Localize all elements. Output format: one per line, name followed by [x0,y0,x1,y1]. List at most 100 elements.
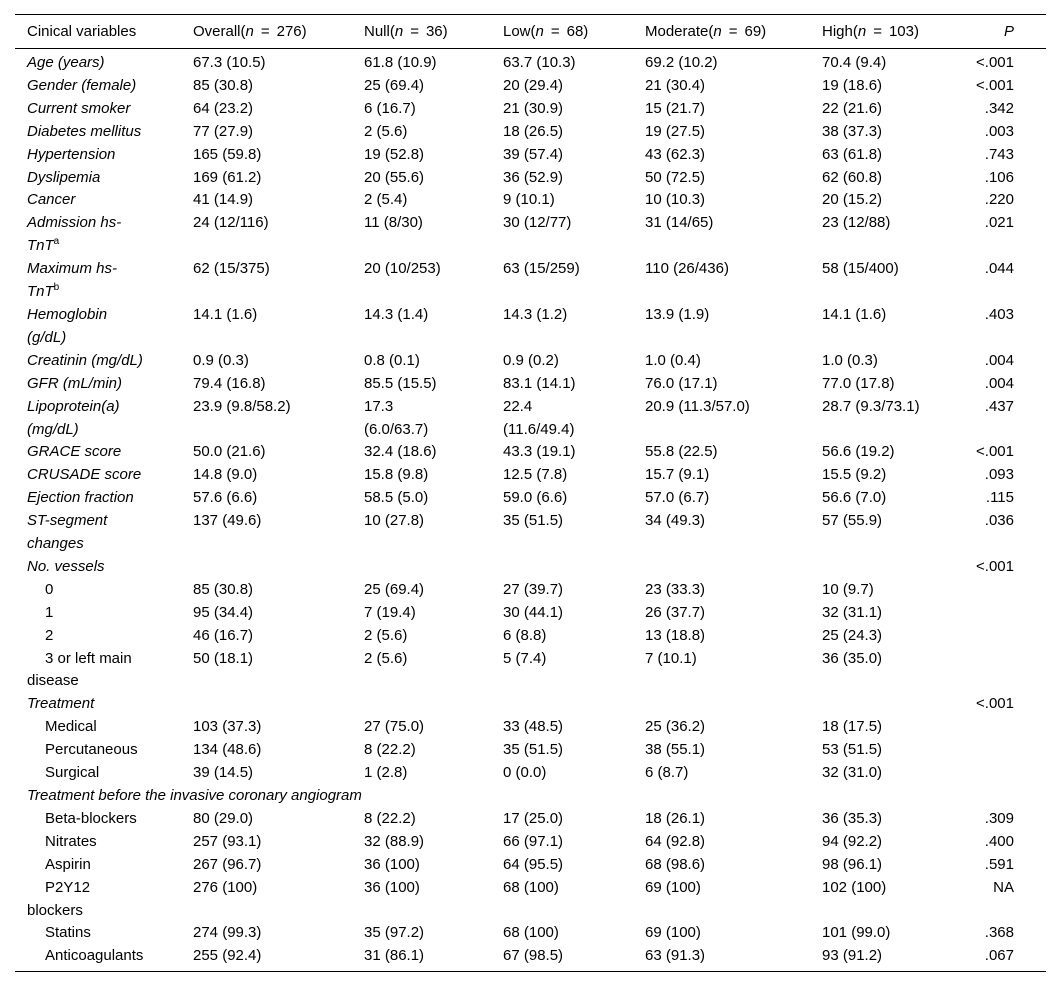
cell-high: 102 (100) [822,878,887,896]
cell-moderate: 19 (27.5) [645,122,706,140]
cell-null: 6 (16.7) [364,99,416,117]
row-label: Maximum hs- TnTb [27,260,118,301]
table-row: Surgical 39 (14.5) 1 (2.8) 0 (0.0) 6 (8.7) 32… [15,762,1046,785]
cell-overall: 62 (15/375) [193,260,270,278]
cell-null: 1 (2.8) [364,764,408,782]
row-label: Percutaneous [45,741,138,759]
cell-high: 1.0 (0.3) [822,351,878,369]
cell-p-value: <.001 [976,54,1014,71]
cell-overall: 39 (14.5) [193,764,254,782]
table-row: No. vessels <.001 [15,556,1046,579]
cell-null: 17.3 (6.0/63.7) [364,397,429,438]
cell-low: 35 (51.5) [503,741,564,759]
row-label: Age (years) [27,54,105,71]
cell-p-value: NA [993,878,1014,896]
cell-overall: 85 (30.8) [193,76,254,94]
cell-p-value: .342 [984,99,1014,117]
table-row: Beta-blockers 80 (29.0) 8 (22.2) 17 (25.0) 1… [15,808,1046,831]
cell-high: 63 (61.8) [822,145,883,163]
cell-low: 5 (7.4) [503,649,547,667]
cell-moderate: 25 (36.2) [645,718,706,736]
cell-p-value: <.001 [976,76,1014,94]
footnote-marker: a [53,236,60,248]
cell-moderate: 15.7 (9.1) [645,466,710,484]
cell-overall: 257 (93.1) [193,832,262,850]
cell-null: 11 (8/30) [364,214,423,232]
cell-null: 0.8 (0.1) [364,351,420,369]
table-row: Current smoker 64 (23.2) 6 (16.7) 21 (30.9)… [15,98,1046,121]
row-label: Current smoker [27,99,131,117]
cell-moderate: 10 (10.3) [645,191,706,209]
cell-overall: 77 (27.9) [193,122,254,140]
row-label: Admission hs- TnTa [27,214,122,255]
cell-p-value: .021 [984,214,1014,232]
cell-moderate: 13 (18.8) [645,626,706,644]
row-label: Creatinin (mg/dL) [27,351,143,369]
cell-low: 83.1 (14.1) [503,374,576,392]
cell-null: 2 (5.6) [364,626,408,644]
cell-low [503,556,645,579]
row-label: Anticoagulants [45,947,144,965]
cell-moderate: 57.0 (6.7) [645,489,710,507]
cell-null: 7 (19.4) [364,603,416,621]
table-row: Medical 103 (37.3) 27 (75.0) 33 (48.5) 25 (3… [15,716,1046,739]
cell-p-value [974,602,1046,625]
cell-high: 53 (51.5) [822,741,883,759]
cell-null [364,693,503,716]
cell-high: 36 (35.0) [822,649,883,667]
table-row: Nitrates 257 (93.1) 32 (88.9) 66 (97.1) 64 (… [15,831,1046,854]
col-header-moderate: Moderate(n = 69) [645,14,822,49]
cell-high [822,693,974,716]
row-label: Gender (female) [27,76,137,94]
cell-p-value: .437 [984,397,1014,415]
cell-null: 85.5 (15.5) [364,374,437,392]
row-label: Treatment before the invasive coronary a… [27,787,362,804]
cell-overall: 41 (14.9) [193,191,254,209]
cell-overall: 80 (29.0) [193,809,254,827]
cell-moderate: 50 (72.5) [645,168,706,186]
cell-null: 10 (27.8) [364,512,425,530]
table-row: CRUSADE score 14.8 (9.0) 15.8 (9.8) 12.5 (7… [15,464,1046,487]
cell-moderate: 31 (14/65) [645,214,714,232]
row-label: 3 or left main disease [27,649,132,690]
cell-p-value [974,762,1046,785]
cell-low: 39 (57.4) [503,145,564,163]
cell-p-value: .115 [985,489,1014,507]
clinical-variables-table: Cinical variables Overall(n = 276) Null(n = 36… [15,14,1046,973]
cell-low: 0 (0.0) [503,764,547,782]
cell-overall [193,693,364,716]
table-row: Treatment before the invasive coronary a… [15,785,1046,808]
row-label: GRACE score [27,443,122,461]
cell-null: 32.4 (18.6) [364,443,437,461]
cell-null: 2 (5.6) [364,649,408,667]
cell-low: 14.3 (1.2) [503,305,568,323]
cell-overall: 103 (37.3) [193,718,262,736]
cell-low: 35 (51.5) [503,512,564,530]
cell-overall: 46 (16.7) [193,626,254,644]
table-row: Hypertension 165 (59.8) 19 (52.8) 39 (57.4)… [15,144,1046,167]
table-header: Cinical variables Overall(n = 276) Null(n = 36… [15,14,1046,49]
cell-moderate: 7 (10.1) [645,649,697,667]
cell-moderate: 68 (98.6) [645,855,706,873]
table-row: Maximum hs- TnTb 62 (15/375) 20 (10/253) 63… [15,258,1046,304]
table-row: Age (years) 67.3 (10.5) 61.8 (10.9) 63.7 (1… [15,49,1046,75]
cell-high: 62 (60.8) [822,168,883,186]
cell-low: 68 (100) [503,878,559,896]
cell-low: 36 (52.9) [503,168,564,186]
table-row: 2 46 (16.7) 2 (5.6) 6 (8.8) 13 (18.8) 25 (24.… [15,625,1046,648]
table-row: GRACE score 50.0 (21.6) 32.4 (18.6) 43.3 (1… [15,441,1046,464]
cell-low: 20 (29.4) [503,76,564,94]
cell-overall: 274 (99.3) [193,924,262,942]
col-header-low: Low(n = 68) [503,14,645,49]
row-label: Diabetes mellitus [27,122,142,140]
cell-null: 19 (52.8) [364,145,425,163]
cell-p-value: .106 [984,168,1014,186]
cell-p-value [974,716,1046,739]
table-row: 3 or left main disease 50 (18.1) 2 (5.6) 5 … [15,648,1046,694]
cell-null: 61.8 (10.9) [364,54,437,71]
table-row: Anticoagulants 255 (92.4) 31 (86.1) 67 (98.… [15,945,1046,971]
row-label: Statins [45,924,91,942]
cell-moderate: 38 (55.1) [645,741,706,759]
cell-high: 56.6 (7.0) [822,489,887,507]
